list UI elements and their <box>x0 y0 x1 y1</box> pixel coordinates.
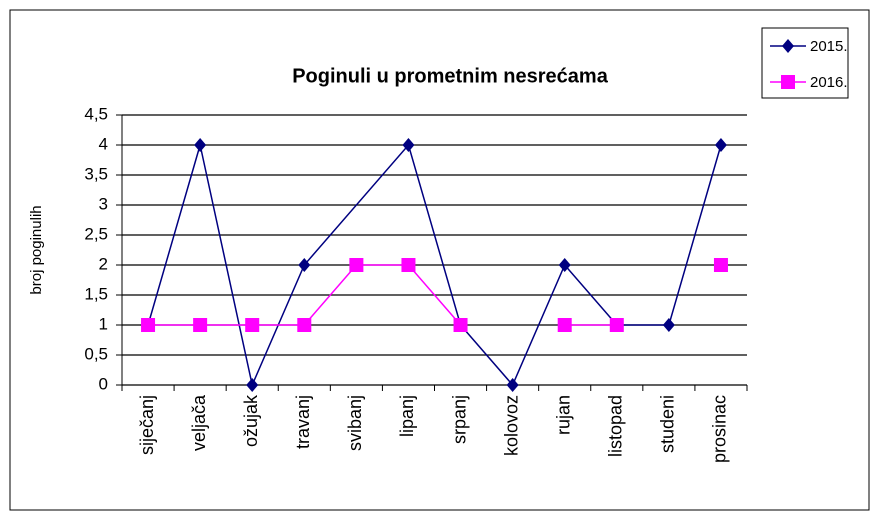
x-tick-label: prosinac <box>710 395 730 463</box>
data-point <box>557 318 572 332</box>
x-tick-label: studeni <box>658 395 678 453</box>
legend-label: 2016. <box>810 74 848 91</box>
legend-marker <box>782 39 794 53</box>
x-tick-label: veljača <box>189 394 209 451</box>
chart-title: Poginuli u prometnim nesrećama <box>292 65 609 87</box>
x-tick-label: lipanj <box>397 395 417 437</box>
x-tick-label: kolovoz <box>501 395 521 456</box>
legend-label: 2015. <box>810 38 848 55</box>
x-tick-label: svibanj <box>345 395 365 451</box>
y-tick-label: 2,5 <box>84 224 108 243</box>
data-point <box>246 378 259 392</box>
x-tick-label: srpanj <box>449 395 469 444</box>
data-point <box>297 318 312 332</box>
data-point <box>402 138 415 152</box>
x-tick-label: listopad <box>606 395 626 457</box>
data-point <box>245 318 260 332</box>
data-point <box>609 318 624 332</box>
y-tick-label: 0,5 <box>84 344 108 363</box>
data-point <box>506 378 519 392</box>
y-tick-label: 1,5 <box>84 284 108 303</box>
x-tick-label: siječanj <box>137 395 157 455</box>
data-point <box>141 318 156 332</box>
legend-box <box>761 27 849 99</box>
data-point <box>714 138 727 152</box>
data-point <box>558 258 571 272</box>
data-point <box>194 138 207 152</box>
x-tick-label: travanj <box>293 395 313 449</box>
data-point <box>401 258 416 272</box>
data-point <box>298 258 311 272</box>
y-tick-label: 3 <box>99 194 108 213</box>
legend-marker <box>781 75 795 89</box>
data-point <box>453 318 468 332</box>
y-tick-label: 4,5 <box>84 104 108 123</box>
data-point <box>349 258 364 272</box>
y-tick-label: 2 <box>99 254 108 273</box>
y-tick-label: 1 <box>99 314 108 333</box>
data-point <box>193 318 208 332</box>
y-axis-label: broj poginulih <box>28 205 45 294</box>
y-tick-label: 4 <box>99 134 108 153</box>
data-point <box>713 258 728 272</box>
data-point <box>662 318 675 332</box>
x-tick-label: ožujak <box>241 394 261 447</box>
x-tick-label: rujan <box>553 395 573 435</box>
y-tick-label: 3,5 <box>84 164 108 183</box>
y-tick-label: 0 <box>99 374 108 393</box>
